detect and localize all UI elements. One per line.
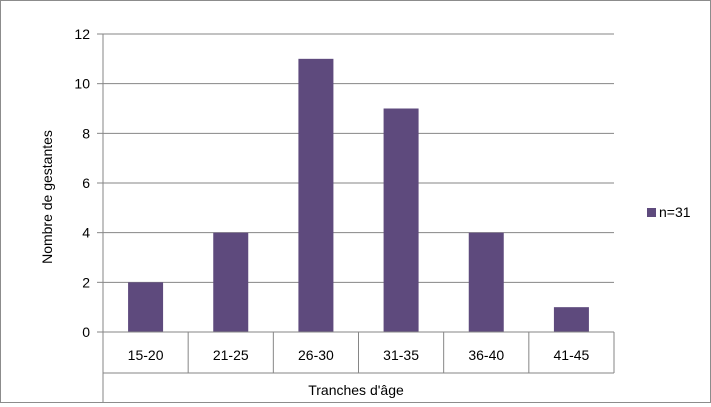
bars bbox=[128, 58, 589, 332]
y-tick-label: 8 bbox=[82, 125, 90, 141]
x-tick-label: 26-30 bbox=[298, 347, 334, 363]
y-tick-label: 4 bbox=[82, 225, 90, 241]
gridlines bbox=[97, 33, 614, 333]
x-tick-label: 36-40 bbox=[468, 347, 504, 363]
y-tick-label: 0 bbox=[82, 324, 90, 340]
x-tick-label: 21-25 bbox=[213, 347, 249, 363]
bar-41-45 bbox=[553, 307, 589, 332]
legend-label: n=31 bbox=[659, 204, 691, 220]
x-tick-label: 31-35 bbox=[383, 347, 419, 363]
x-axis-label: Tranches d'âge bbox=[308, 382, 404, 398]
bar-15-20 bbox=[128, 282, 164, 332]
y-tick-labels: 0 2 4 6 8 10 12 bbox=[74, 26, 90, 340]
axes bbox=[102, 34, 615, 402]
x-tick-label: 41-45 bbox=[554, 347, 590, 363]
bar-26-30 bbox=[298, 58, 334, 332]
x-tick-labels: 15-20 21-25 26-30 31-35 36-40 41-45 bbox=[128, 347, 590, 363]
y-tick-label: 2 bbox=[82, 274, 90, 290]
y-tick-label: 10 bbox=[74, 76, 90, 92]
legend: n=31 bbox=[647, 204, 691, 220]
bar-31-35 bbox=[383, 108, 419, 332]
y-tick-label: 6 bbox=[82, 175, 90, 191]
bar-36-40 bbox=[468, 232, 504, 332]
legend-swatch bbox=[647, 208, 656, 217]
bar-21-25 bbox=[213, 232, 249, 332]
x-tick-label: 15-20 bbox=[128, 347, 164, 363]
y-tick-label: 12 bbox=[74, 26, 90, 42]
y-axis-label: Nombre de gestantes bbox=[39, 130, 55, 264]
